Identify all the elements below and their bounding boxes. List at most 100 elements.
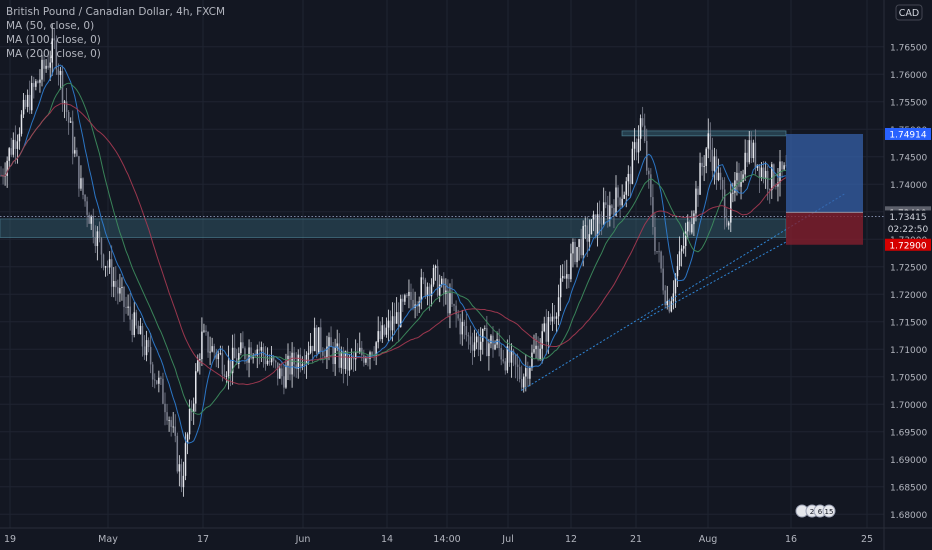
candle-body <box>762 167 765 179</box>
candle-body <box>488 343 490 357</box>
candle-body <box>145 340 148 356</box>
candle-body <box>113 281 115 287</box>
candle-body <box>6 160 8 176</box>
candle-body <box>244 348 246 360</box>
target-zone <box>786 133 863 213</box>
price-axis[interactable]: 1.68000 1.68500 1.69000 1.69500 1.70000 1.705… <box>890 4 927 521</box>
y-tick-label: 1.72000 <box>890 291 927 301</box>
time-axis[interactable]: 19 May 17 Jun 14 14:00 Jul 12 21 Aug 16 25 <box>4 534 873 545</box>
candle-body <box>102 254 105 268</box>
ma-100-line <box>0 82 787 415</box>
candle-body <box>510 350 513 363</box>
candles <box>0 24 787 497</box>
candle-body <box>197 360 199 372</box>
candle-body <box>684 231 687 246</box>
candle-body <box>447 290 449 314</box>
candle-body <box>217 353 220 360</box>
candle-body <box>363 355 365 363</box>
candle-body <box>106 266 109 268</box>
candle-body <box>680 248 683 252</box>
candle-body <box>133 312 135 335</box>
candle-body <box>199 359 201 361</box>
candle-body <box>693 213 695 225</box>
candle-body <box>582 225 584 256</box>
candle-body <box>125 306 127 308</box>
candle-body <box>594 214 597 236</box>
candle-body <box>10 148 12 155</box>
candle-body <box>611 205 613 209</box>
ma-100-label: MA (100, close, 0) <box>6 34 101 46</box>
candle-body <box>586 225 589 242</box>
candle-body <box>270 356 273 363</box>
x-tick-label: 21 <box>630 534 642 545</box>
candle-body <box>174 426 176 436</box>
candle-body <box>725 218 728 226</box>
candle-body <box>147 340 150 347</box>
candle-body <box>178 464 181 472</box>
candle-body <box>406 295 408 297</box>
candle-body <box>504 361 507 371</box>
candle-body <box>100 238 103 255</box>
candle-body <box>82 178 84 195</box>
candle-body <box>104 266 107 268</box>
candle-body <box>346 350 349 371</box>
candle-body <box>24 99 27 107</box>
candle-body <box>736 172 738 181</box>
candle-body <box>143 346 146 356</box>
candle-body <box>381 325 384 340</box>
long-position-tool[interactable] <box>786 133 863 245</box>
candle-body <box>92 216 94 237</box>
candle-body <box>309 345 312 353</box>
candle-body <box>629 173 632 184</box>
candle-body <box>287 355 289 366</box>
candle-body <box>84 194 86 202</box>
candle-body <box>721 179 724 190</box>
candle-body <box>260 347 263 351</box>
candle-body <box>211 346 213 352</box>
candle-body <box>121 287 123 288</box>
candle-body <box>695 188 697 214</box>
candle-body <box>383 325 386 335</box>
candle-body <box>371 352 373 356</box>
ma-200-line <box>0 103 787 386</box>
candle-body <box>760 167 763 178</box>
candle-body <box>738 172 740 187</box>
candle-body <box>14 139 17 149</box>
candle-body <box>703 166 705 167</box>
candle-body <box>732 192 734 194</box>
candle-body <box>379 331 381 340</box>
candle-body <box>170 420 172 427</box>
candle-body <box>195 371 197 404</box>
candle-body <box>256 349 258 356</box>
candle-body <box>299 354 302 367</box>
event-count: 6 <box>818 508 823 516</box>
candle-body <box>88 214 90 224</box>
candle-body <box>53 38 56 41</box>
candle-body <box>262 347 265 356</box>
candle-body <box>307 352 310 355</box>
currency-label: CAD <box>899 8 919 19</box>
candle-body <box>213 346 215 353</box>
candle-body <box>65 101 68 112</box>
candle-body <box>393 316 396 324</box>
candle-body <box>682 245 685 249</box>
candle-body <box>512 350 515 356</box>
candle-body <box>8 148 10 161</box>
candle-body <box>397 312 400 327</box>
candle-body <box>336 343 338 348</box>
candle-body <box>338 343 340 368</box>
x-tick-label: Jun <box>295 534 311 545</box>
x-tick-label: 12 <box>565 534 577 545</box>
candle-body <box>559 278 562 298</box>
candle-body <box>715 156 718 181</box>
candle-body <box>455 305 457 315</box>
event-icons[interactable]: 2 6 15 <box>795 504 836 518</box>
candle-body <box>625 181 627 195</box>
candle-body <box>412 299 414 308</box>
candle-body <box>127 306 129 308</box>
currency-badge <box>895 4 923 21</box>
candle-body <box>742 174 744 182</box>
